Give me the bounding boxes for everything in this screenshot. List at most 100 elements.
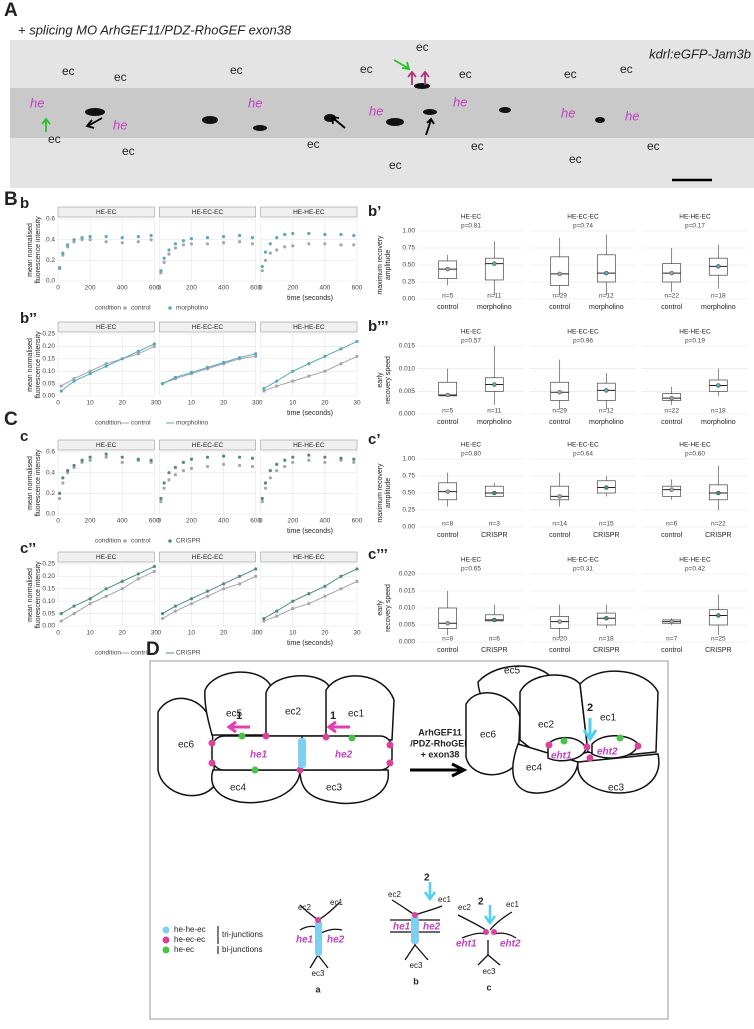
facet-title: HE-EC-EC	[567, 214, 599, 221]
data-point	[136, 352, 140, 356]
inset-label: he2	[423, 922, 441, 933]
x-tick-label: 600	[250, 285, 261, 292]
data-point	[205, 594, 210, 598]
marker-label: kdrl:eGFP-Jam3b	[649, 46, 751, 61]
y-axis-label: mean normalised	[27, 568, 34, 622]
data-point	[104, 455, 108, 459]
data-point	[307, 362, 311, 366]
data-point	[72, 463, 76, 468]
data-point	[260, 500, 264, 504]
data-point	[104, 234, 108, 239]
median-dot	[492, 490, 497, 496]
data-point	[307, 374, 311, 378]
data-point	[221, 360, 226, 365]
facet-title: HE-HE-EC	[679, 557, 711, 564]
facet-strip	[57, 439, 155, 451]
group-label: morpholino	[701, 419, 736, 426]
data-point	[80, 458, 84, 462]
group-label: morpholino	[701, 304, 736, 311]
x-tick-label: 200	[85, 518, 96, 525]
inset-label: ec2	[298, 903, 311, 912]
n-label: n=22	[664, 293, 679, 300]
data-point	[61, 481, 65, 485]
cell-label: ec4	[230, 783, 247, 794]
data-point	[189, 457, 194, 461]
facet-title: HE-EC-EC	[192, 554, 224, 561]
data-point	[339, 347, 343, 351]
data-point	[291, 599, 295, 603]
y-tick-label: 1.00	[402, 228, 415, 235]
inset-dots	[315, 882, 497, 956]
treatment: ArhGEF11	[418, 727, 462, 737]
data-point	[59, 389, 63, 393]
inset-label: ec3	[312, 969, 325, 978]
x-tick-label: 30	[151, 400, 159, 407]
data-point	[120, 579, 124, 583]
facet-strip	[159, 551, 256, 563]
cell-label: ec2	[285, 707, 302, 718]
box	[550, 256, 570, 286]
n-label: n=12	[599, 293, 614, 300]
data-point	[88, 238, 92, 242]
panel-label: c’	[368, 431, 381, 448]
data-point	[254, 574, 258, 579]
data-point	[152, 342, 156, 346]
data-point	[205, 464, 210, 469]
data-point	[173, 246, 177, 250]
y-tick-label: 0.000	[399, 639, 416, 646]
n-label: n=29	[552, 408, 567, 415]
group-label: control	[661, 419, 682, 426]
panel-label: b’	[368, 203, 381, 220]
ec-label: ec	[569, 152, 582, 166]
cell-label: ec3	[608, 783, 625, 794]
median-dot	[669, 395, 674, 401]
median-dot	[716, 613, 721, 618]
p-value: p=0.57	[461, 338, 481, 345]
median-dot	[716, 264, 721, 269]
legend-title: condition	[95, 305, 121, 312]
x-tick-label: 200	[85, 285, 96, 292]
y-axis-label: recovery speed	[385, 356, 392, 404]
x-tick-label: 0	[158, 630, 162, 637]
step-label: 1	[236, 710, 242, 722]
facet-title: HE-HE-EC	[679, 214, 711, 221]
n-label: n=29	[552, 293, 567, 300]
y-tick-label: 0.10	[42, 368, 55, 375]
cell-labels: ec ec ec ec ec ec ec ec ec ec ec ec ec e…	[30, 40, 660, 172]
group-label: control	[437, 419, 458, 426]
data-point	[263, 481, 268, 485]
data-point	[268, 251, 272, 255]
cell-label: ec2	[538, 720, 555, 731]
data-point	[88, 369, 92, 373]
facet-title: HE-EC	[96, 209, 117, 216]
data-point	[307, 453, 311, 457]
x-tick-label: 600	[352, 285, 363, 292]
legend-label: control	[131, 305, 151, 312]
data-point	[275, 236, 279, 240]
data-point	[136, 457, 140, 461]
facet-strip	[57, 551, 155, 563]
x-tick-label: 200	[287, 285, 298, 292]
x-tick-label: 20	[321, 630, 329, 637]
legend-label: control	[131, 420, 151, 427]
n-label: n=20	[552, 636, 567, 643]
section-label: B	[4, 189, 18, 210]
median-dot	[604, 388, 609, 393]
inset-title: c	[486, 982, 491, 992]
x-tick-label: 0	[259, 518, 263, 525]
data-point	[159, 496, 163, 501]
median-dot	[445, 489, 450, 494]
group-label: control	[437, 532, 458, 539]
n-label: n=15	[599, 521, 614, 528]
y-axis-label: recovery speed	[385, 584, 392, 632]
data-point	[72, 379, 76, 383]
data-point	[250, 242, 255, 246]
panel-label: c	[20, 428, 28, 445]
he-label: he1	[250, 750, 268, 761]
data-point	[323, 584, 327, 588]
legend-label: morpholino	[176, 305, 209, 312]
group-label: CRISPR	[481, 532, 507, 539]
facet-strip	[159, 439, 256, 451]
n-label: n=6	[666, 521, 677, 528]
box	[596, 254, 616, 283]
